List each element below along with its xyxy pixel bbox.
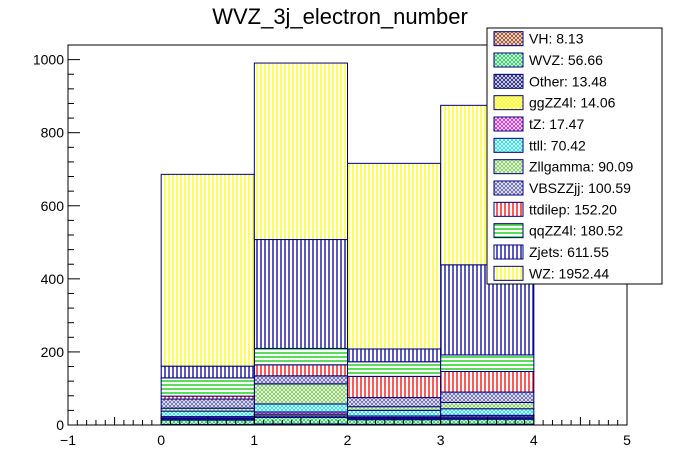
x-tick-label: 1 [250, 432, 258, 448]
legend-entry-label: ttll: 70.42 [529, 137, 586, 153]
bar-segment [440, 408, 535, 416]
bars-layer [160, 62, 535, 426]
chart-title: WVZ_3j_electron_number [212, 4, 468, 29]
legend-swatch [493, 180, 524, 196]
legend-entry-label: Zjets: 611.55 [529, 244, 609, 260]
bar-segment [440, 371, 535, 393]
bar-segment [253, 403, 348, 413]
bar-segment [253, 347, 348, 366]
bar-segment [440, 391, 535, 403]
legend-entry-label: qqZZ4l: 180.52 [529, 223, 623, 239]
legend-entry-label: Zllgamma: 90.09 [529, 159, 633, 175]
legend-entry-label: WZ: 1952.44 [529, 265, 609, 281]
legend-entry-label: Other: 13.48 [529, 73, 607, 89]
bar-segment [347, 162, 442, 350]
bar-segment [347, 375, 442, 399]
legend-entry-label: VBSZZjj: 100.59 [529, 180, 631, 196]
y-tick-label: 600 [41, 198, 65, 214]
legend-swatch [493, 201, 524, 217]
bar-segment [440, 401, 535, 410]
legend-entry-label: ttdilep: 152.20 [529, 201, 617, 217]
bar-segment [347, 409, 442, 417]
legend-entry-label: tZ: 17.47 [529, 116, 584, 132]
legend: VH: 8.13 WVZ: 56.66 Other: 13.48 ggZZ4l: 14… [486, 27, 663, 285]
bar-segment [347, 361, 442, 377]
bar-segment [160, 410, 255, 418]
bar-segment [160, 365, 255, 379]
x-tick-label: 0 [157, 432, 165, 448]
y-tick-label: 800 [41, 125, 65, 141]
bar-segment [440, 354, 535, 373]
x-tick-label: 2 [344, 432, 352, 448]
legend-swatch [493, 159, 524, 175]
legend-swatch [493, 95, 524, 111]
bar-segment [253, 383, 348, 405]
y-tick-label: 400 [41, 271, 65, 287]
legend-swatch [493, 137, 524, 153]
bar-segment [253, 62, 348, 241]
bar-segment [347, 397, 442, 408]
legend-box [486, 27, 663, 285]
legend-swatch [493, 244, 524, 260]
bar-segment [160, 377, 255, 397]
legend-entry-label: VH: 8.13 [529, 31, 584, 47]
y-tick-label: 1000 [33, 52, 64, 68]
bar-segment [253, 364, 348, 377]
x-tick-label: 3 [437, 432, 445, 448]
legend-entry-label: ggZZ4l: 14.06 [529, 95, 616, 111]
x-tick-label: 4 [530, 432, 538, 448]
x-tick-label: −1 [60, 432, 76, 448]
legend-swatch [493, 223, 524, 239]
legend-swatch [493, 31, 524, 47]
y-tick-label: 0 [56, 417, 64, 433]
x-tick-label: 5 [623, 432, 631, 448]
legend-swatch [493, 265, 524, 281]
bar-segment [160, 173, 255, 367]
legend-swatch [493, 73, 524, 89]
bar-segment [347, 348, 442, 363]
bar-segment [347, 406, 442, 411]
legend-swatch [493, 52, 524, 68]
bar-segment [253, 375, 348, 385]
y-tick-label: 200 [41, 344, 65, 360]
legend-swatch [493, 116, 524, 132]
bar-segment [160, 398, 255, 409]
bar-segment [253, 239, 348, 349]
legend-entry-label: WVZ: 56.66 [529, 52, 603, 68]
